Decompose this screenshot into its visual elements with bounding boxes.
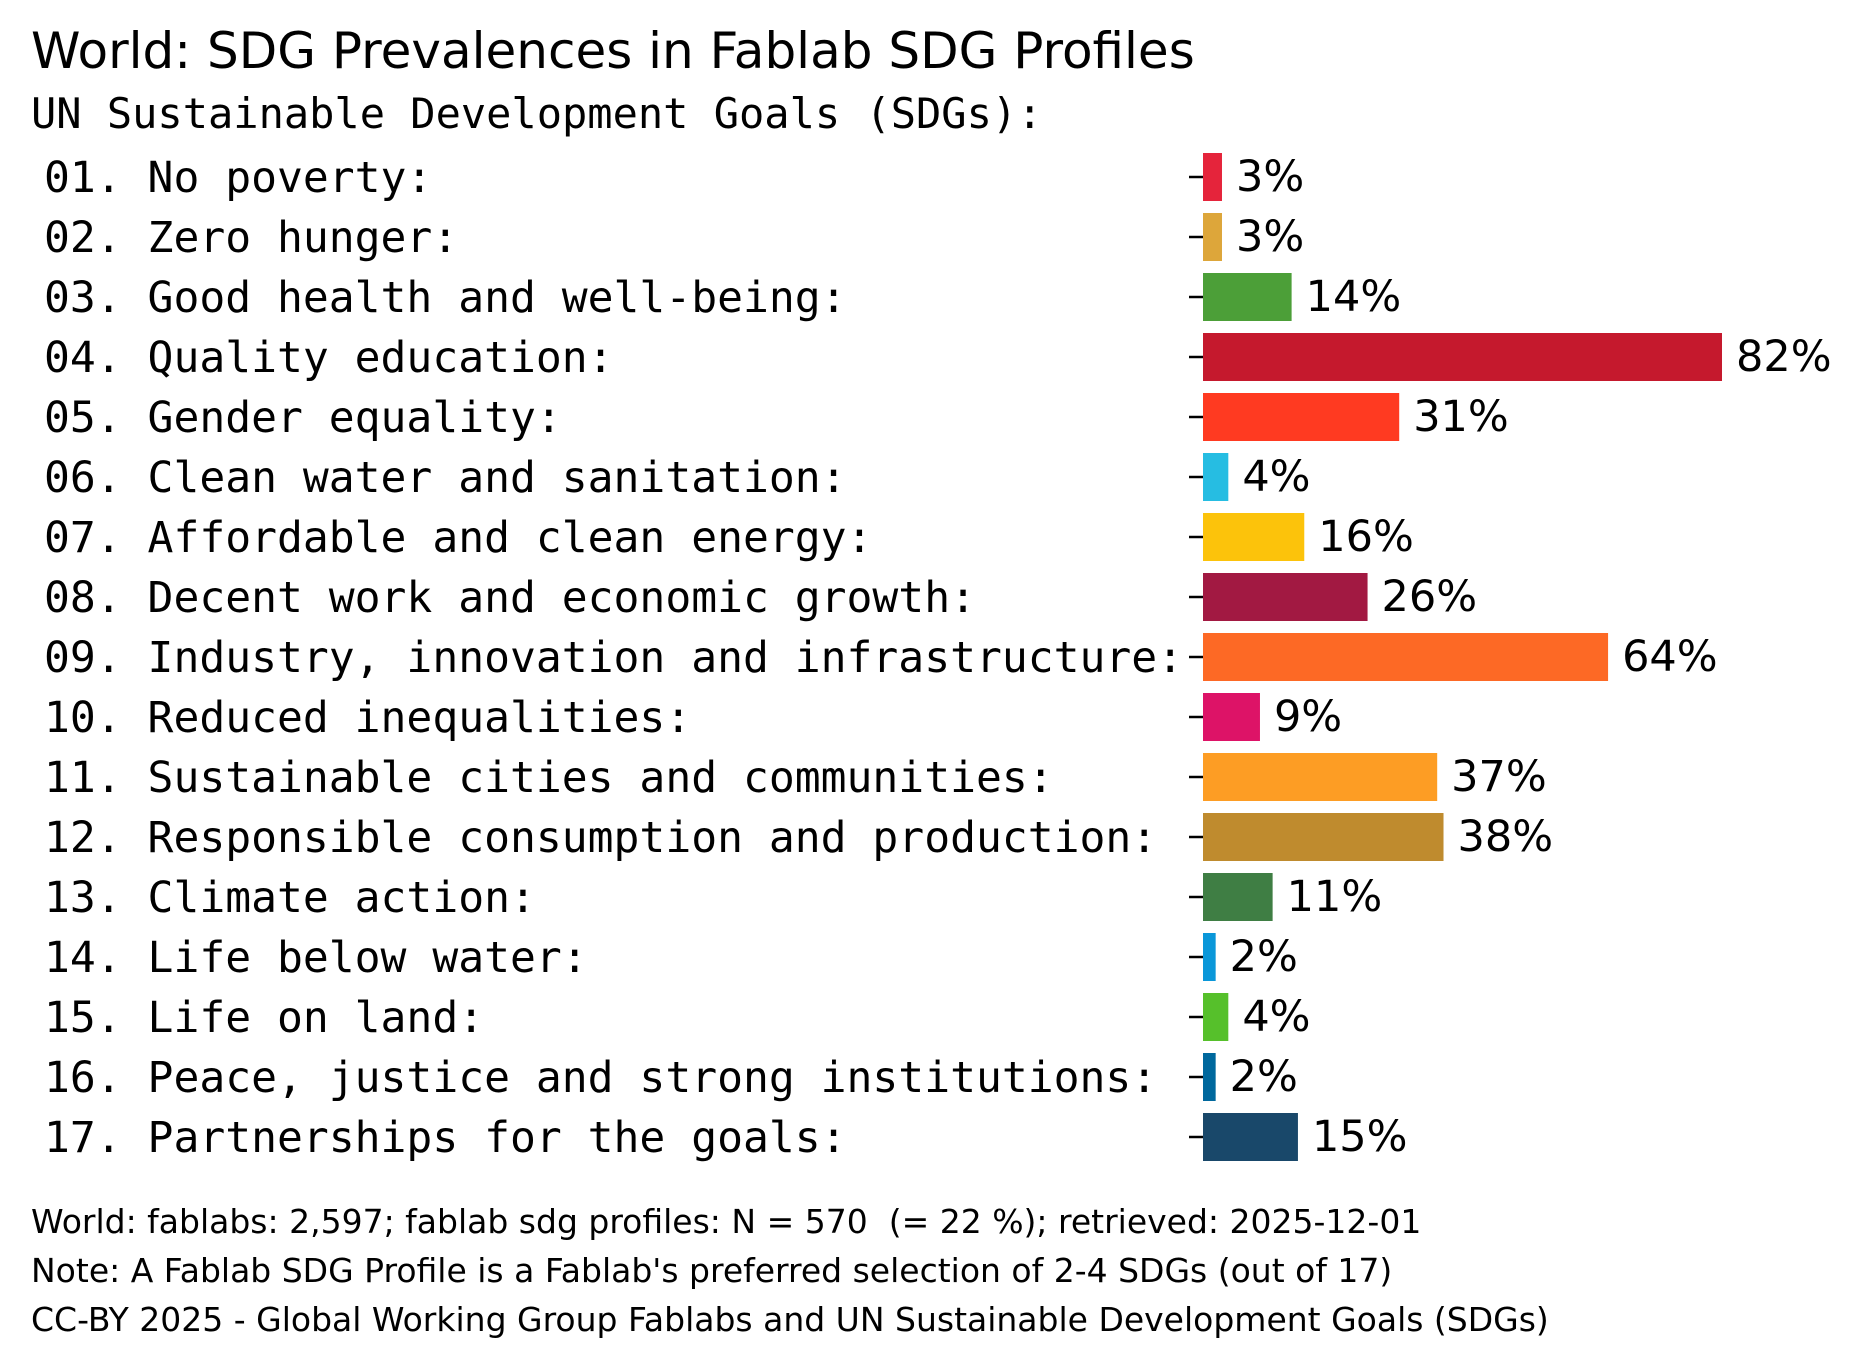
bar — [1203, 213, 1222, 261]
value-label: 9% — [1274, 692, 1342, 742]
value-label: 26% — [1382, 572, 1478, 622]
value-label: 82% — [1736, 332, 1832, 382]
bar — [1203, 1113, 1298, 1161]
category-label: 01. No poverty: — [44, 153, 432, 203]
footer-license: CC-BY 2025 - Global Working Group Fablab… — [31, 1300, 1549, 1339]
category-label: 03. Good health and well-being: — [44, 273, 847, 323]
category-label: 04. Quality education: — [44, 333, 614, 383]
bar — [1203, 873, 1273, 921]
category-label: 14. Life below water: — [44, 933, 588, 983]
category-label: 08. Decent work and economic growth: — [44, 573, 976, 623]
category-label: 15. Life on land: — [44, 993, 484, 1043]
value-label: 2% — [1230, 932, 1298, 982]
category-label: 10. Reduced inequalities: — [44, 693, 691, 743]
category-label: 12. Responsible consumption and producti… — [44, 813, 1157, 863]
value-label: 31% — [1413, 392, 1509, 442]
value-label: 4% — [1242, 992, 1310, 1042]
category-label: 09. Industry, innovation and infrastruct… — [44, 633, 1183, 683]
category-label: 11. Sustainable cities and communities: — [44, 753, 1054, 803]
category-label: 07. Affordable and clean energy: — [44, 513, 872, 563]
bar — [1203, 573, 1368, 621]
bar — [1203, 393, 1400, 441]
bar — [1203, 453, 1229, 501]
value-label: 37% — [1451, 752, 1547, 802]
bar — [1203, 513, 1305, 561]
bars-group: 01. No poverty: 3% 02. Zero hunger: 3% 03. G… — [44, 152, 1832, 1163]
bar — [1203, 933, 1216, 981]
bar — [1203, 153, 1222, 201]
value-label: 16% — [1318, 512, 1414, 562]
category-label: 02. Zero hunger: — [44, 213, 458, 263]
bar — [1203, 633, 1609, 681]
footer-note: Note: A Fablab SDG Profile is a Fablab's… — [31, 1251, 1392, 1290]
bar — [1203, 273, 1292, 321]
bar — [1203, 333, 1722, 381]
category-label: 16. Peace, justice and strong institutio… — [44, 1053, 1157, 1103]
bar — [1203, 693, 1260, 741]
bar — [1203, 1053, 1216, 1101]
chart-subtitle: UN Sustainable Development Goals (SDGs): — [31, 89, 1042, 138]
bar — [1203, 753, 1438, 801]
chart-title: World: SDG Prevalences in Fablab SDG Pro… — [31, 22, 1195, 80]
value-label: 3% — [1236, 152, 1304, 202]
value-label: 11% — [1287, 872, 1383, 922]
category-label: 06. Clean water and sanitation: — [44, 453, 847, 503]
value-label: 38% — [1458, 812, 1554, 862]
value-label: 14% — [1306, 272, 1402, 322]
category-label: 13. Climate action: — [44, 873, 536, 923]
value-label: 15% — [1312, 1112, 1408, 1162]
value-label: 2% — [1230, 1052, 1298, 1102]
value-label: 64% — [1622, 632, 1718, 682]
value-label: 4% — [1242, 452, 1310, 502]
value-label: 3% — [1236, 212, 1304, 262]
footer-summary: World: fablabs: 2,597; fablab sdg profil… — [31, 1202, 1421, 1241]
category-label: 17. Partnerships for the goals: — [44, 1113, 847, 1163]
bar — [1203, 813, 1444, 861]
category-label: 05. Gender equality: — [44, 393, 562, 443]
bar — [1203, 993, 1229, 1041]
